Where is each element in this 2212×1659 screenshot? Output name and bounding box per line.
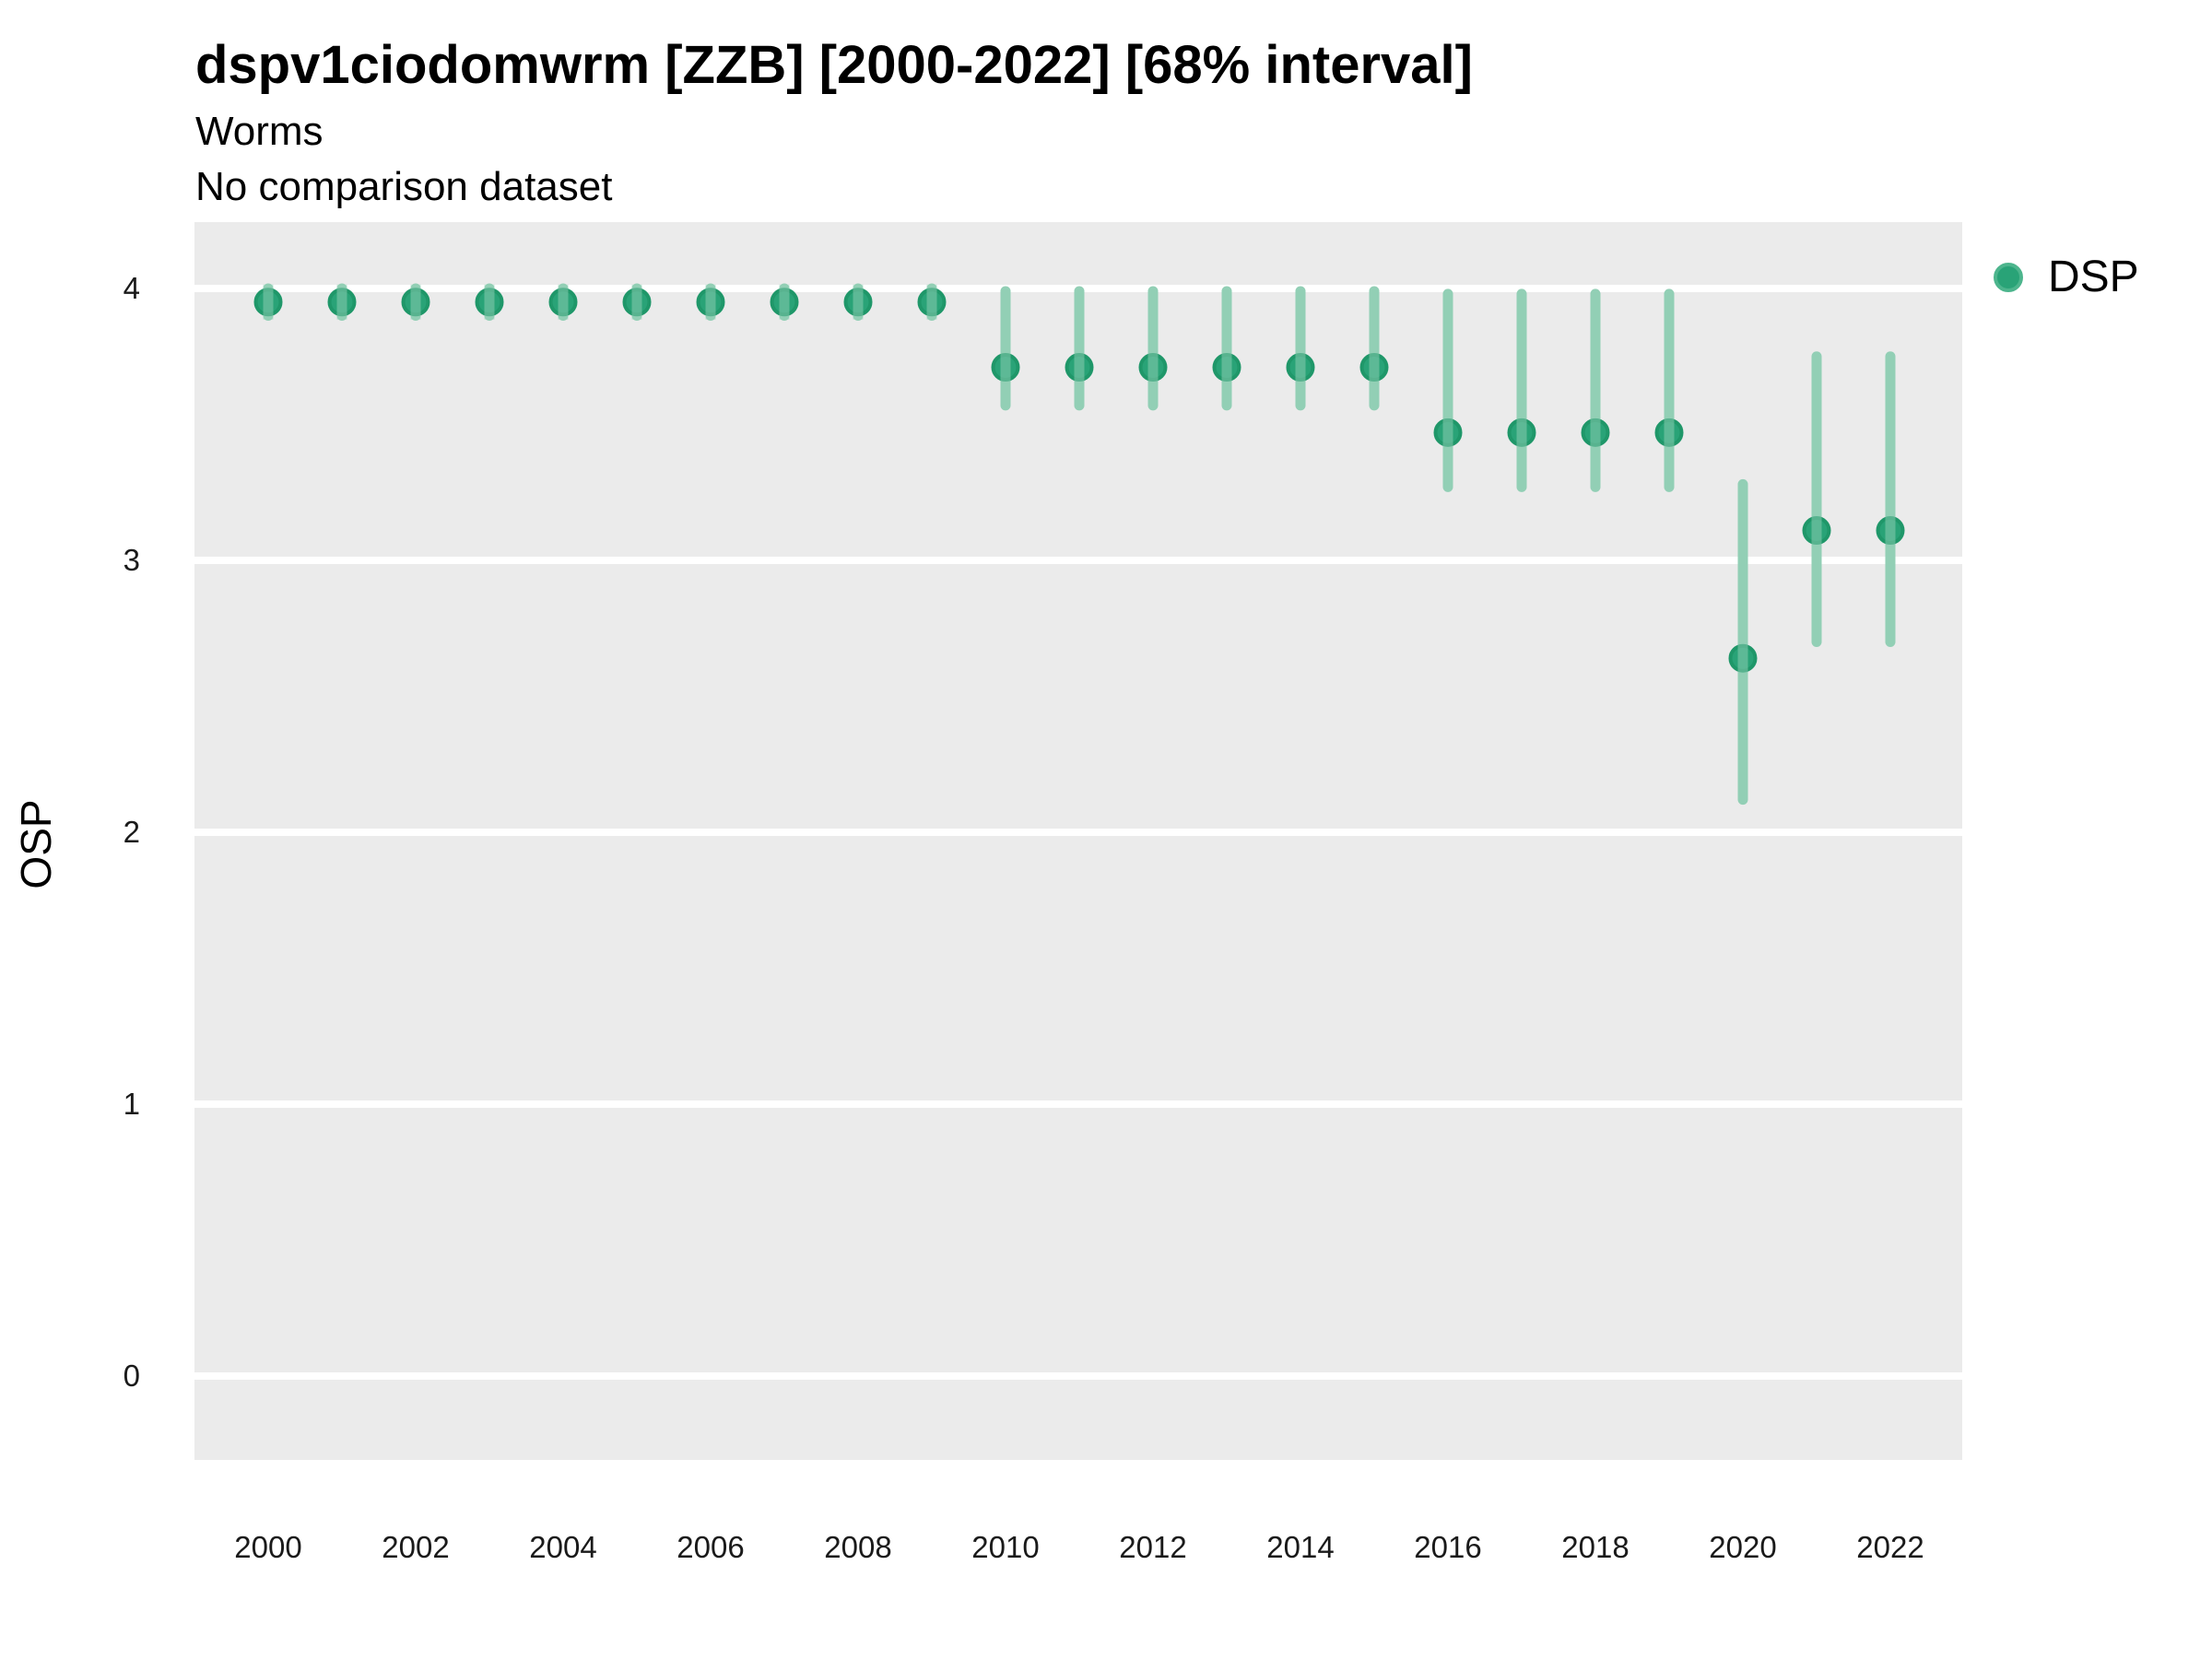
y-tick-label: 0: [123, 1359, 140, 1393]
x-tick-label: 2022: [1856, 1530, 1924, 1564]
gridline: [194, 829, 1962, 836]
x-tick-label: 2020: [1709, 1530, 1777, 1564]
gridline: [194, 557, 1962, 564]
x-tick-label: 2016: [1414, 1530, 1482, 1564]
y-tick-label: 4: [123, 271, 140, 305]
x-tick-label: 2002: [382, 1530, 450, 1564]
chart-title: dspv1ciodomwrm [ZZB] [2000-2022] [68% in…: [195, 35, 1473, 95]
gridline: [194, 1372, 1962, 1380]
x-tick-label: 2014: [1266, 1530, 1335, 1564]
chart-subtitle: Worms: [195, 109, 324, 154]
y-tick-label: 2: [123, 815, 140, 849]
legend: DSP: [1991, 253, 2139, 302]
x-tick-label: 2010: [971, 1530, 1040, 1564]
x-tick-label: 2006: [677, 1530, 745, 1564]
x-tick-label: 2000: [234, 1530, 302, 1564]
x-tick-label: 2012: [1119, 1530, 1187, 1564]
legend-label: DSP: [2048, 253, 2139, 301]
y-tick-label: 1: [123, 1087, 140, 1121]
x-tick-label: 2008: [824, 1530, 892, 1564]
gridline: [194, 1100, 1962, 1108]
x-tick-label: 2004: [529, 1530, 597, 1564]
legend-key-dot: [1994, 263, 2023, 292]
x-tick-label: 2018: [1561, 1530, 1630, 1564]
comparison-note: No comparison dataset: [195, 164, 613, 209]
y-tick-label: 3: [123, 543, 140, 577]
